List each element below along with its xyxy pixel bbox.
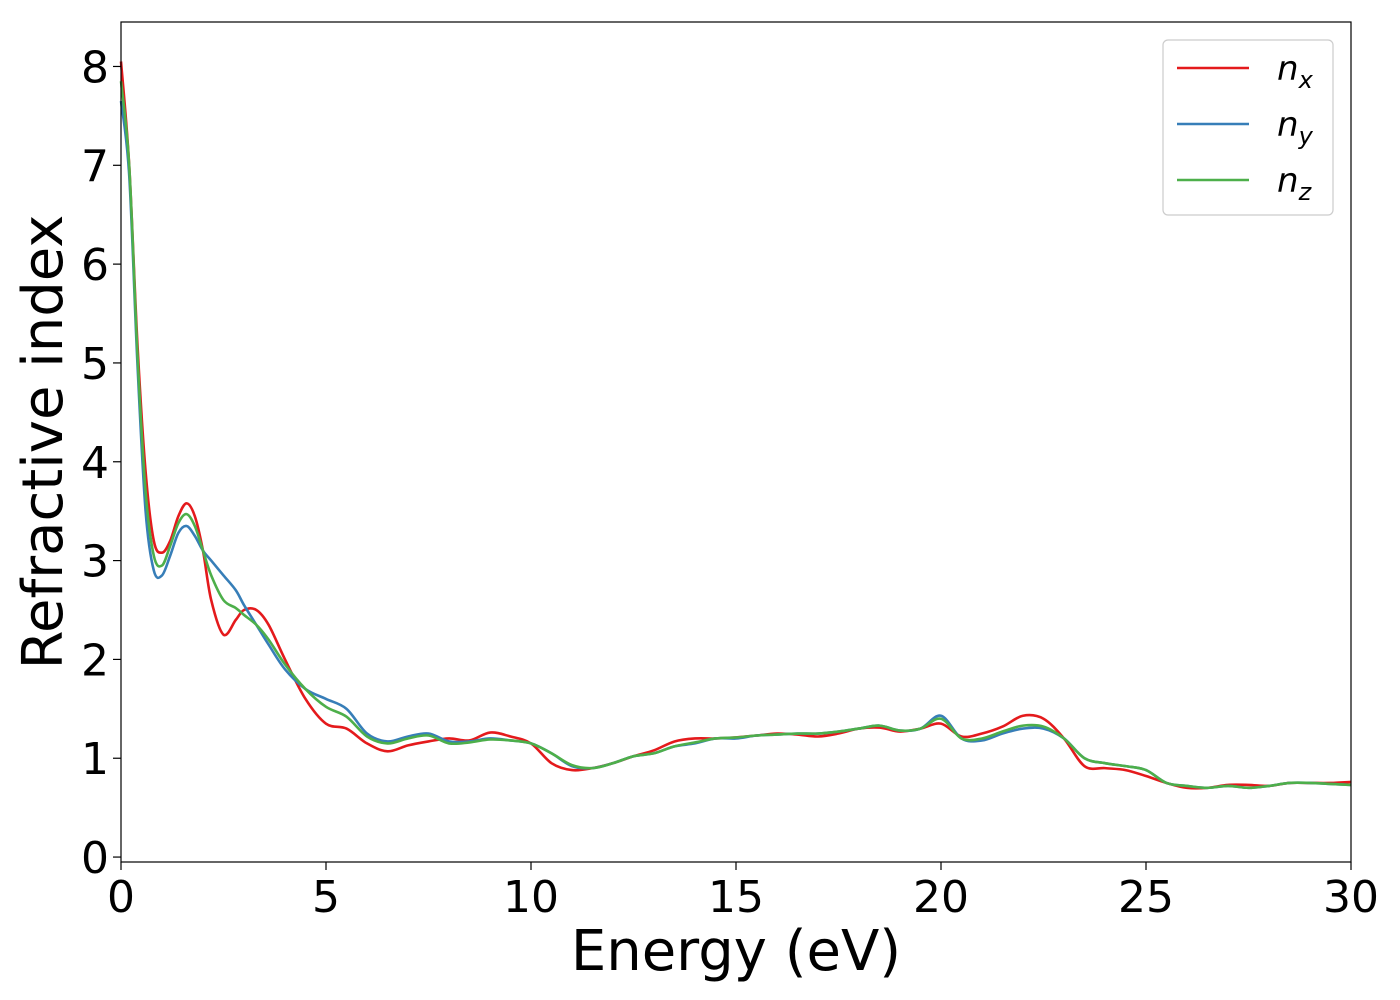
legend-label-main: n bbox=[1277, 49, 1299, 89]
legend-label-main: n bbox=[1277, 161, 1299, 201]
x-tick-label: 10 bbox=[503, 872, 559, 923]
y-axis-label: Refractive index bbox=[11, 215, 76, 670]
y-axis: 0 1 2 3 4 5 6 7 8 bbox=[81, 42, 121, 884]
y-tick-label: 0 bbox=[81, 833, 109, 884]
legend-label-z: nz bbox=[1277, 161, 1313, 206]
y-tick-label: 5 bbox=[81, 339, 109, 390]
x-axis-label: Energy (eV) bbox=[571, 919, 901, 984]
x-tick-label: 0 bbox=[107, 872, 135, 923]
x-tick-label: 5 bbox=[312, 872, 340, 923]
series-line-n-z bbox=[119, 81, 1352, 790]
x-tick-label: 30 bbox=[1323, 872, 1379, 923]
x-tick-label: 20 bbox=[913, 872, 969, 923]
y-tick-label: 2 bbox=[81, 635, 109, 686]
legend-label-y: ny bbox=[1277, 105, 1314, 150]
legend-label-subscript: z bbox=[1298, 178, 1313, 206]
legend-label-main: n bbox=[1277, 105, 1299, 145]
y-tick-label: 6 bbox=[81, 240, 109, 291]
x-tick-label: 25 bbox=[1118, 872, 1174, 923]
y-tick-label: 1 bbox=[81, 734, 109, 785]
y-tick-label: 7 bbox=[81, 141, 109, 192]
legend-label-subscript: y bbox=[1298, 122, 1314, 150]
y-tick-label: 8 bbox=[81, 42, 109, 93]
legend-label-x: nx bbox=[1277, 49, 1314, 94]
y-tick-label: 4 bbox=[81, 438, 109, 489]
series-layer bbox=[119, 61, 1352, 790]
legend-label-subscript: x bbox=[1298, 66, 1314, 94]
x-axis: 0 5 10 15 20 25 30 bbox=[107, 862, 1379, 923]
y-tick-label: 3 bbox=[81, 537, 109, 588]
x-tick-label: 15 bbox=[708, 872, 764, 923]
legend-box bbox=[1162, 39, 1334, 216]
